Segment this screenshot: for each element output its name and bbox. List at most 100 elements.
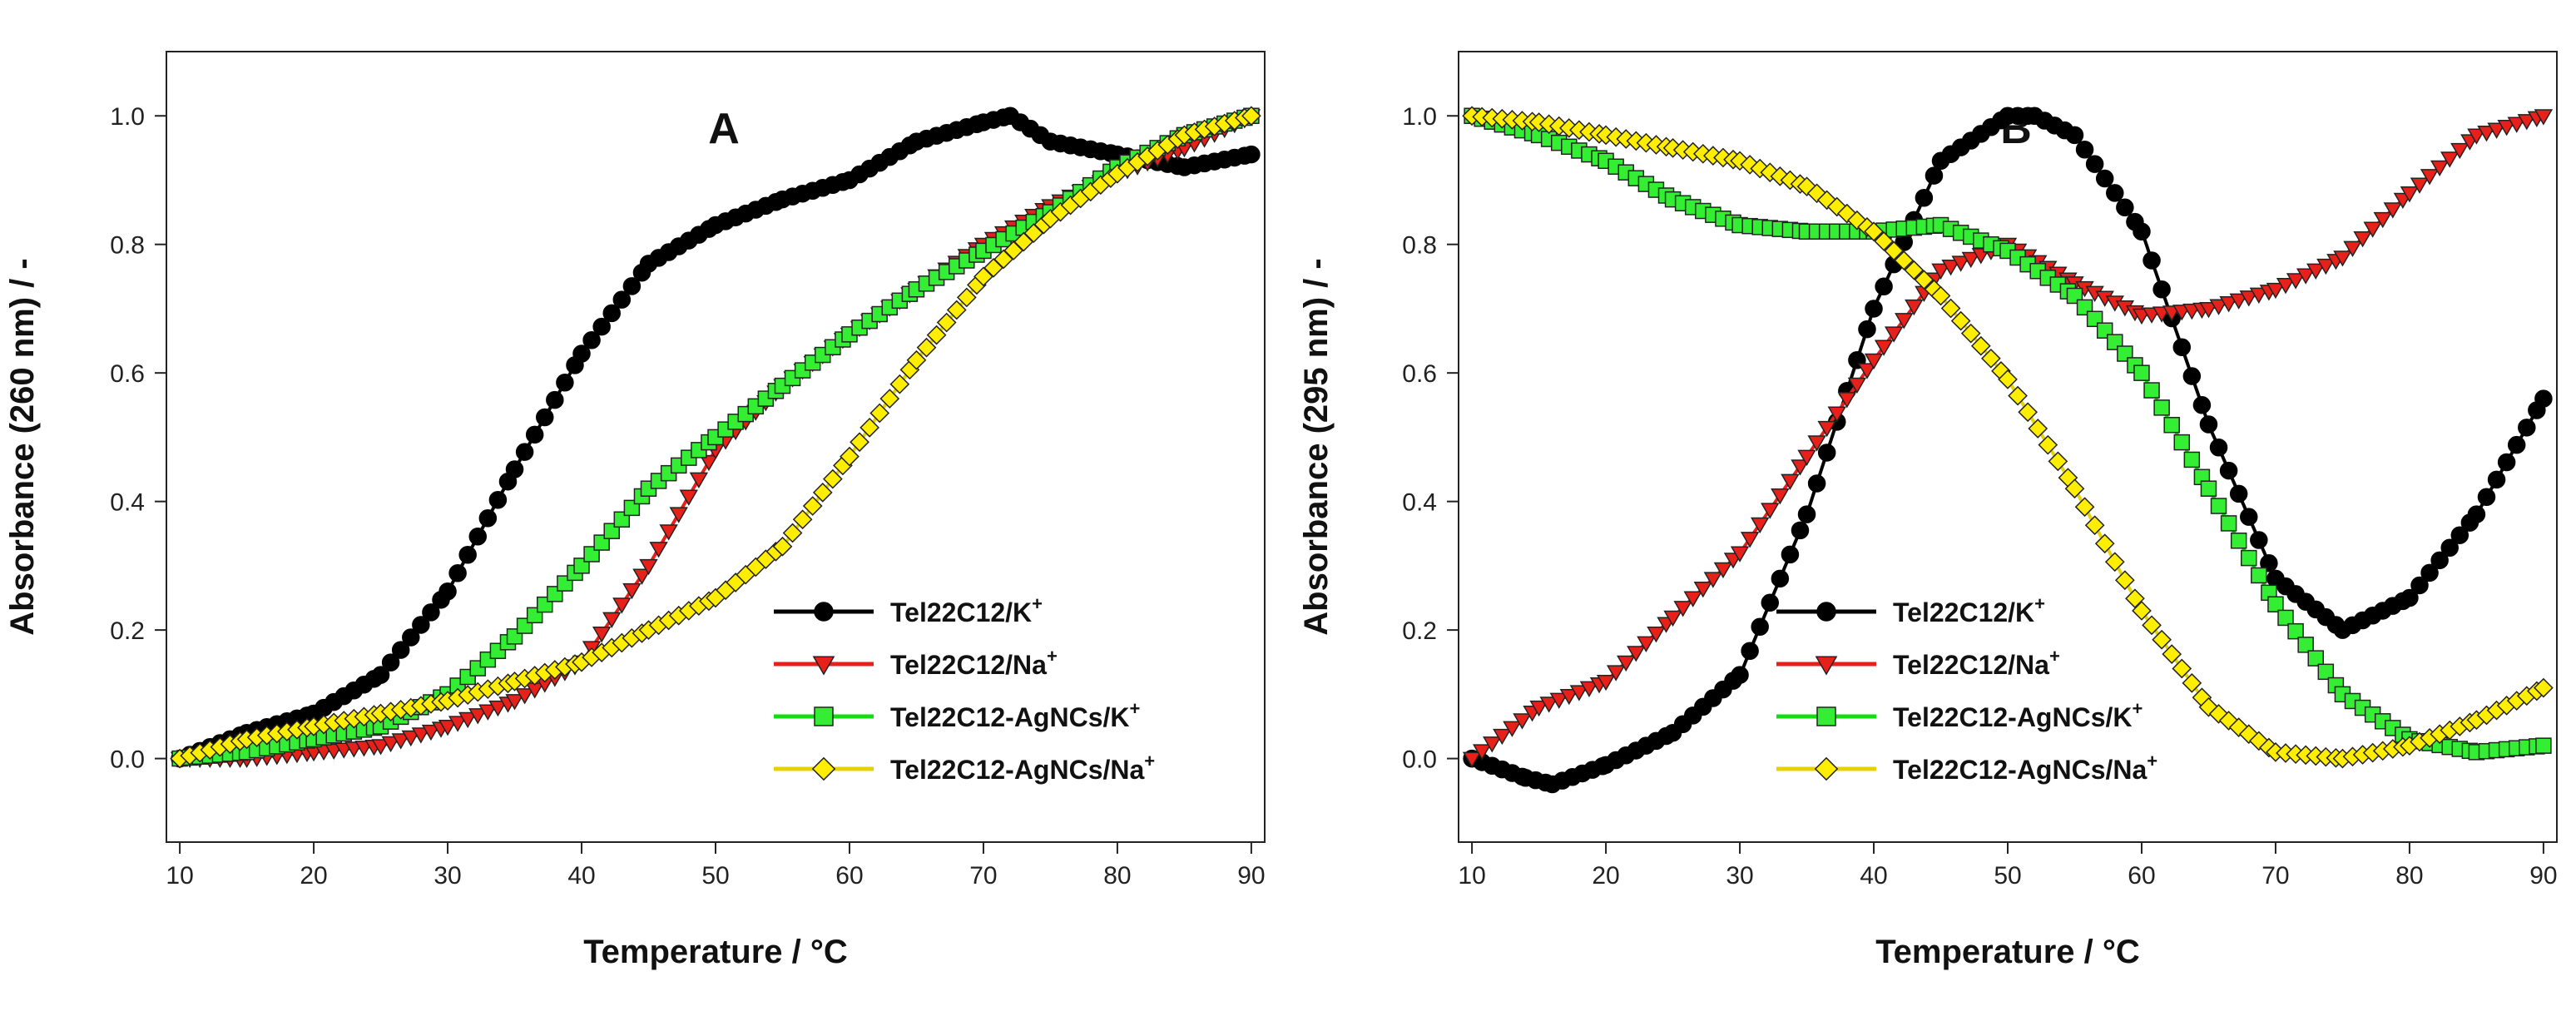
legend-label-superscript: + (1129, 698, 1140, 719)
legend-label-superscript: + (2147, 751, 2157, 771)
x-tick-label: 90 (1237, 862, 1265, 890)
legend-marker-agk (1816, 706, 1836, 726)
data-point (1493, 728, 1512, 746)
data-point (2440, 151, 2460, 168)
data-point (505, 694, 524, 711)
data-point (1637, 636, 1656, 652)
data-point (1960, 323, 1981, 344)
data-point (1915, 188, 1934, 207)
data-point (381, 653, 400, 672)
data-point (1925, 166, 1944, 185)
data-point (2297, 637, 2314, 653)
data-point (2133, 222, 2151, 241)
data-point (1529, 700, 1548, 717)
data-point (1797, 505, 1816, 523)
data-point (2182, 367, 2202, 385)
legend-marker-na (812, 656, 835, 676)
data-point (2229, 293, 2248, 310)
data-point (515, 443, 534, 461)
data-point (2296, 268, 2316, 285)
data-point (1894, 250, 1915, 270)
data-point (468, 708, 488, 725)
data-point (1865, 300, 1883, 318)
data-point (1731, 666, 1749, 684)
data-point (2306, 263, 2326, 280)
data-point (946, 300, 967, 320)
data-point (1750, 517, 1770, 534)
data-point (412, 616, 430, 634)
data-point (1781, 473, 1800, 490)
data-point (2143, 251, 2161, 270)
data-point (2410, 177, 2430, 194)
data-point (2219, 461, 2238, 480)
data-point (1807, 435, 1826, 452)
data-point (1904, 260, 1925, 280)
data-point (622, 582, 642, 600)
data-point (1950, 310, 1971, 331)
data-point (1827, 406, 1846, 423)
data-point (1472, 744, 1492, 761)
data-point (2038, 434, 2058, 455)
data-point (515, 688, 534, 705)
data-point (1730, 546, 1750, 563)
data-point (1817, 444, 1836, 462)
y-tick-label: 0.0 (110, 746, 145, 774)
data-point (1781, 545, 1800, 564)
legend-marker-na (1815, 656, 1838, 676)
data-point (840, 446, 859, 467)
data-point (402, 628, 420, 647)
data-point (1875, 277, 1893, 296)
data-point (2467, 505, 2486, 523)
data-point (659, 524, 678, 541)
data-point (2209, 439, 2228, 457)
data-point (2200, 480, 2217, 497)
legend-marker-agna (811, 756, 836, 781)
data-point (1539, 696, 1558, 713)
data-point (1761, 593, 1780, 612)
data-point (2518, 419, 2536, 437)
y-axis-title: Absorbance (260 nm) / - (4, 258, 41, 635)
x-tick-label: 70 (969, 862, 997, 890)
legend-label-agk: Tel22C12-AgNCs/K+ (1893, 698, 2143, 732)
data-point (1606, 665, 1626, 682)
data-point (1569, 685, 1589, 701)
data-point (2373, 211, 2392, 229)
y-axis-title: Absorbance (295 nm) / - (1298, 258, 1335, 635)
data-point (1579, 681, 1599, 698)
data-point (1761, 503, 1780, 519)
data-point (2430, 551, 2449, 570)
data-point (2065, 126, 2084, 145)
x-tick-label: 50 (1994, 862, 2021, 890)
data-point (1771, 488, 1790, 505)
data-point (792, 509, 813, 530)
data-point (371, 739, 390, 756)
series-agk (171, 107, 1260, 767)
y-tick-label: 0.4 (1402, 489, 1437, 517)
data-point (2400, 186, 2420, 203)
legend-label-superscript: + (1144, 751, 1155, 771)
data-point (1931, 263, 1950, 280)
legend-label-k: Tel22C12/K+ (890, 593, 1043, 627)
data-point (1884, 240, 1905, 261)
data-point (381, 736, 400, 753)
data-point (1503, 721, 1522, 737)
data-point (2074, 497, 2095, 518)
data-point (2163, 416, 2180, 434)
data-point (2143, 382, 2160, 399)
data-point (1816, 190, 1837, 211)
data-point (2383, 202, 2403, 219)
data-point (2209, 299, 2228, 315)
y-tick-label: 1.0 (1402, 103, 1437, 131)
data-point (2132, 601, 2152, 621)
data-point (2343, 240, 2362, 257)
y-tick-label: 1.0 (110, 103, 145, 131)
x-tick-label: 40 (567, 862, 595, 890)
data-point (1713, 562, 1733, 579)
data-point (1673, 601, 1692, 617)
data-point (2228, 717, 2249, 737)
data-point (1683, 591, 1702, 607)
data-point (1241, 106, 1261, 126)
data-point (2487, 122, 2506, 139)
series-k (171, 107, 1261, 768)
data-point (2219, 296, 2238, 313)
